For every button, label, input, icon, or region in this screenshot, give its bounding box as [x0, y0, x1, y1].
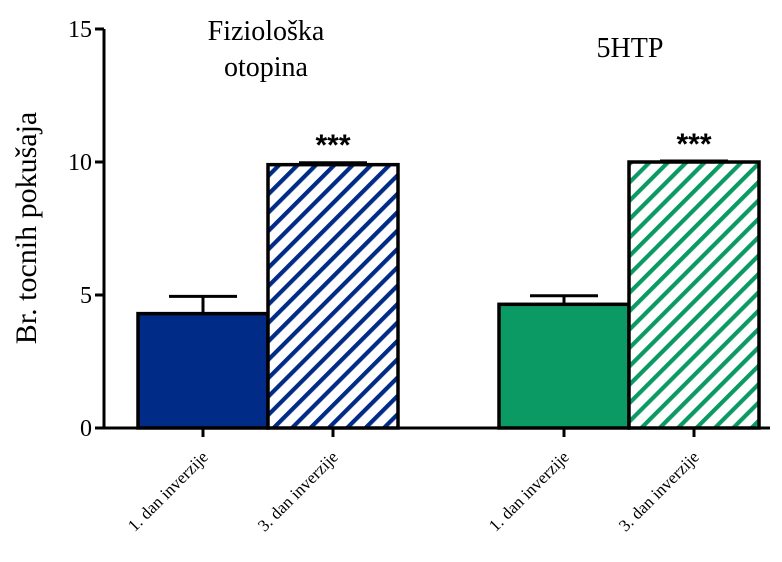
group-label: otopina: [224, 52, 309, 83]
bar: [266, 162, 400, 430]
significance-label: ***: [315, 129, 350, 162]
y-tick-label: 5: [80, 283, 92, 309]
significance-label: ***: [676, 128, 711, 161]
x-tick-label: 1. dan inverzije: [124, 447, 212, 535]
group-label: Fiziološka: [208, 16, 325, 47]
bar: [497, 302, 631, 430]
bar: [627, 160, 761, 430]
y-tick-label: 0: [80, 416, 92, 442]
group-label: 5HTP: [597, 33, 664, 64]
x-tick-label: 3. dan inverzije: [615, 447, 703, 535]
y-tick-label: 15: [68, 17, 92, 43]
y-axis-label: Br. tocnih pokušaja: [10, 112, 43, 344]
x-tick-label: 1. dan inverzije: [485, 447, 573, 535]
bar: [136, 311, 270, 430]
y-tick-label: 10: [68, 150, 92, 176]
x-tick-label: 3. dan inverzije: [254, 447, 342, 535]
